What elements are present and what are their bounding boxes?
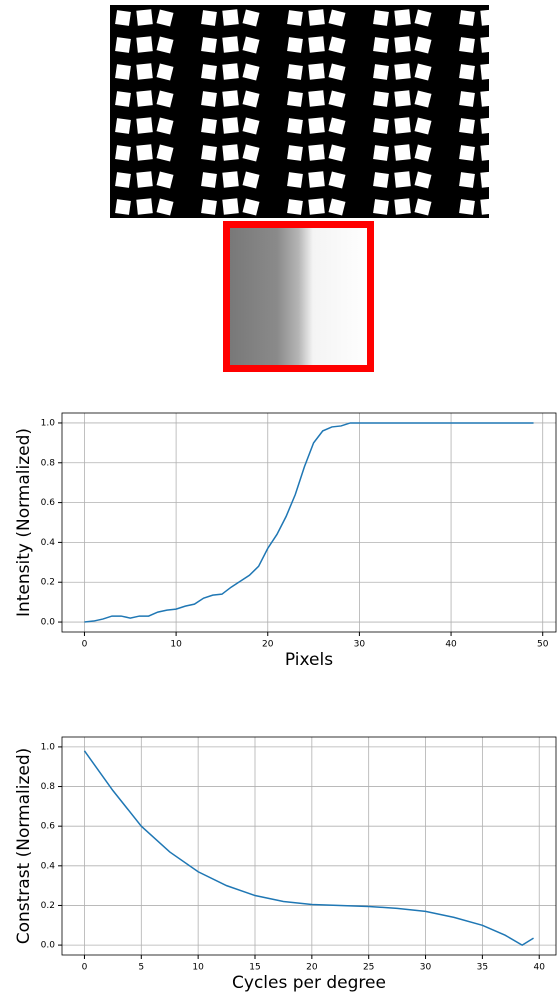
x-tick-label: 10 — [192, 963, 204, 973]
x-tick-label: 50 — [537, 640, 549, 650]
x-tick-label: 20 — [306, 963, 318, 973]
y-tick-label: 0.2 — [41, 578, 55, 588]
x-tick-label: 30 — [420, 963, 432, 973]
plot-frame — [62, 413, 556, 632]
pattern-image — [110, 5, 489, 218]
y-tick-label: 0.8 — [41, 782, 56, 792]
y-tick-label: 0.0 — [41, 941, 56, 951]
x-axis-label: Cycles per degree — [232, 973, 386, 993]
y-tick-label: 0.4 — [41, 861, 56, 871]
data-line — [84, 751, 533, 945]
x-tick-label: 10 — [170, 640, 182, 650]
figure: 010203040500.00.20.40.60.81.0PixelsInten… — [0, 0, 560, 993]
x-tick-label: 0 — [82, 963, 88, 973]
x-tick-label: 40 — [534, 963, 546, 973]
x-tick-label: 35 — [477, 963, 488, 973]
x-tick-label: 5 — [138, 963, 144, 973]
x-tick-label: 40 — [445, 640, 457, 650]
data-line — [84, 423, 533, 622]
x-tick-label: 0 — [82, 640, 88, 650]
y-tick-label: 0.4 — [41, 538, 56, 548]
y-tick-label: 0.6 — [41, 822, 56, 832]
y-tick-label: 0.8 — [41, 458, 56, 468]
x-tick-label: 30 — [354, 640, 366, 650]
y-axis-label: Intensity (Normalized) — [14, 428, 34, 617]
y-tick-label: 0.2 — [41, 901, 55, 911]
x-tick-label: 25 — [363, 963, 374, 973]
y-tick-label: 0.0 — [41, 618, 56, 628]
y-axis-label: Constrast (Normalized) — [14, 748, 34, 945]
x-tick-label: 15 — [249, 963, 260, 973]
y-tick-label: 1.0 — [41, 742, 56, 752]
page: 010203040500.00.20.40.60.81.0PixelsInten… — [0, 0, 560, 997]
x-axis-label: Pixels — [285, 650, 333, 670]
zoom-crop — [227, 225, 371, 369]
x-tick-label: 20 — [262, 640, 274, 650]
y-tick-label: 1.0 — [41, 418, 56, 428]
plot-frame — [62, 737, 556, 955]
y-tick-label: 0.6 — [41, 498, 56, 508]
